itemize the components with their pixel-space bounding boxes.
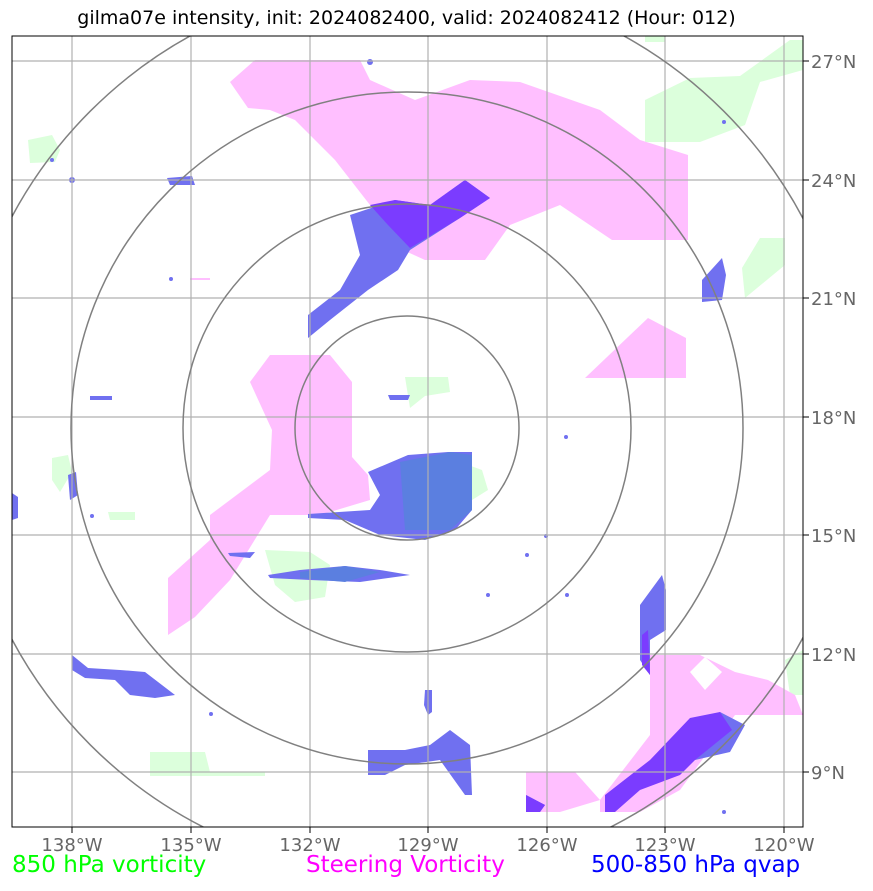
lon-label: 120°W xyxy=(753,835,814,856)
lon-label: 135°W xyxy=(160,835,221,856)
lon-label: 123°W xyxy=(634,835,695,856)
lat-label: 9°N xyxy=(811,763,845,784)
lat-label: 12°N xyxy=(811,645,856,666)
lon-label: 132°W xyxy=(279,835,340,856)
lat-label: 27°N xyxy=(811,52,856,73)
lon-label: 138°W xyxy=(41,835,102,856)
lat-label: 18°N xyxy=(811,408,856,429)
qvap-layer xyxy=(12,176,745,812)
vorticity-gap xyxy=(690,657,722,690)
map-title: gilma07e intensity, init: 2024082400, va… xyxy=(77,7,736,29)
lon-label: 129°W xyxy=(397,835,458,856)
range-ring-3 xyxy=(70,91,744,765)
lat-label: 24°N xyxy=(811,171,856,192)
map-frame xyxy=(11,35,804,828)
range-rings xyxy=(12,36,803,827)
range-ring-2 xyxy=(182,203,632,653)
legend-qvap: 500-850 hPa qvap xyxy=(591,852,801,878)
graticule xyxy=(12,36,803,827)
legend-850-vorticity: 850 hPa vorticity xyxy=(12,852,207,878)
map-area xyxy=(12,36,803,827)
lat-label: 21°N xyxy=(811,289,856,310)
range-ring-1 xyxy=(294,315,520,541)
qvap-band xyxy=(300,566,380,582)
lat-label: 15°N xyxy=(811,526,856,547)
lon-label: 126°W xyxy=(516,835,577,856)
legend-steering-vorticity: Steering Vorticity xyxy=(306,852,505,878)
steering-vorticity-layer xyxy=(168,60,803,812)
axis-ticks xyxy=(71,60,809,833)
qvap-core xyxy=(400,452,472,530)
overlap-layer xyxy=(370,180,732,812)
